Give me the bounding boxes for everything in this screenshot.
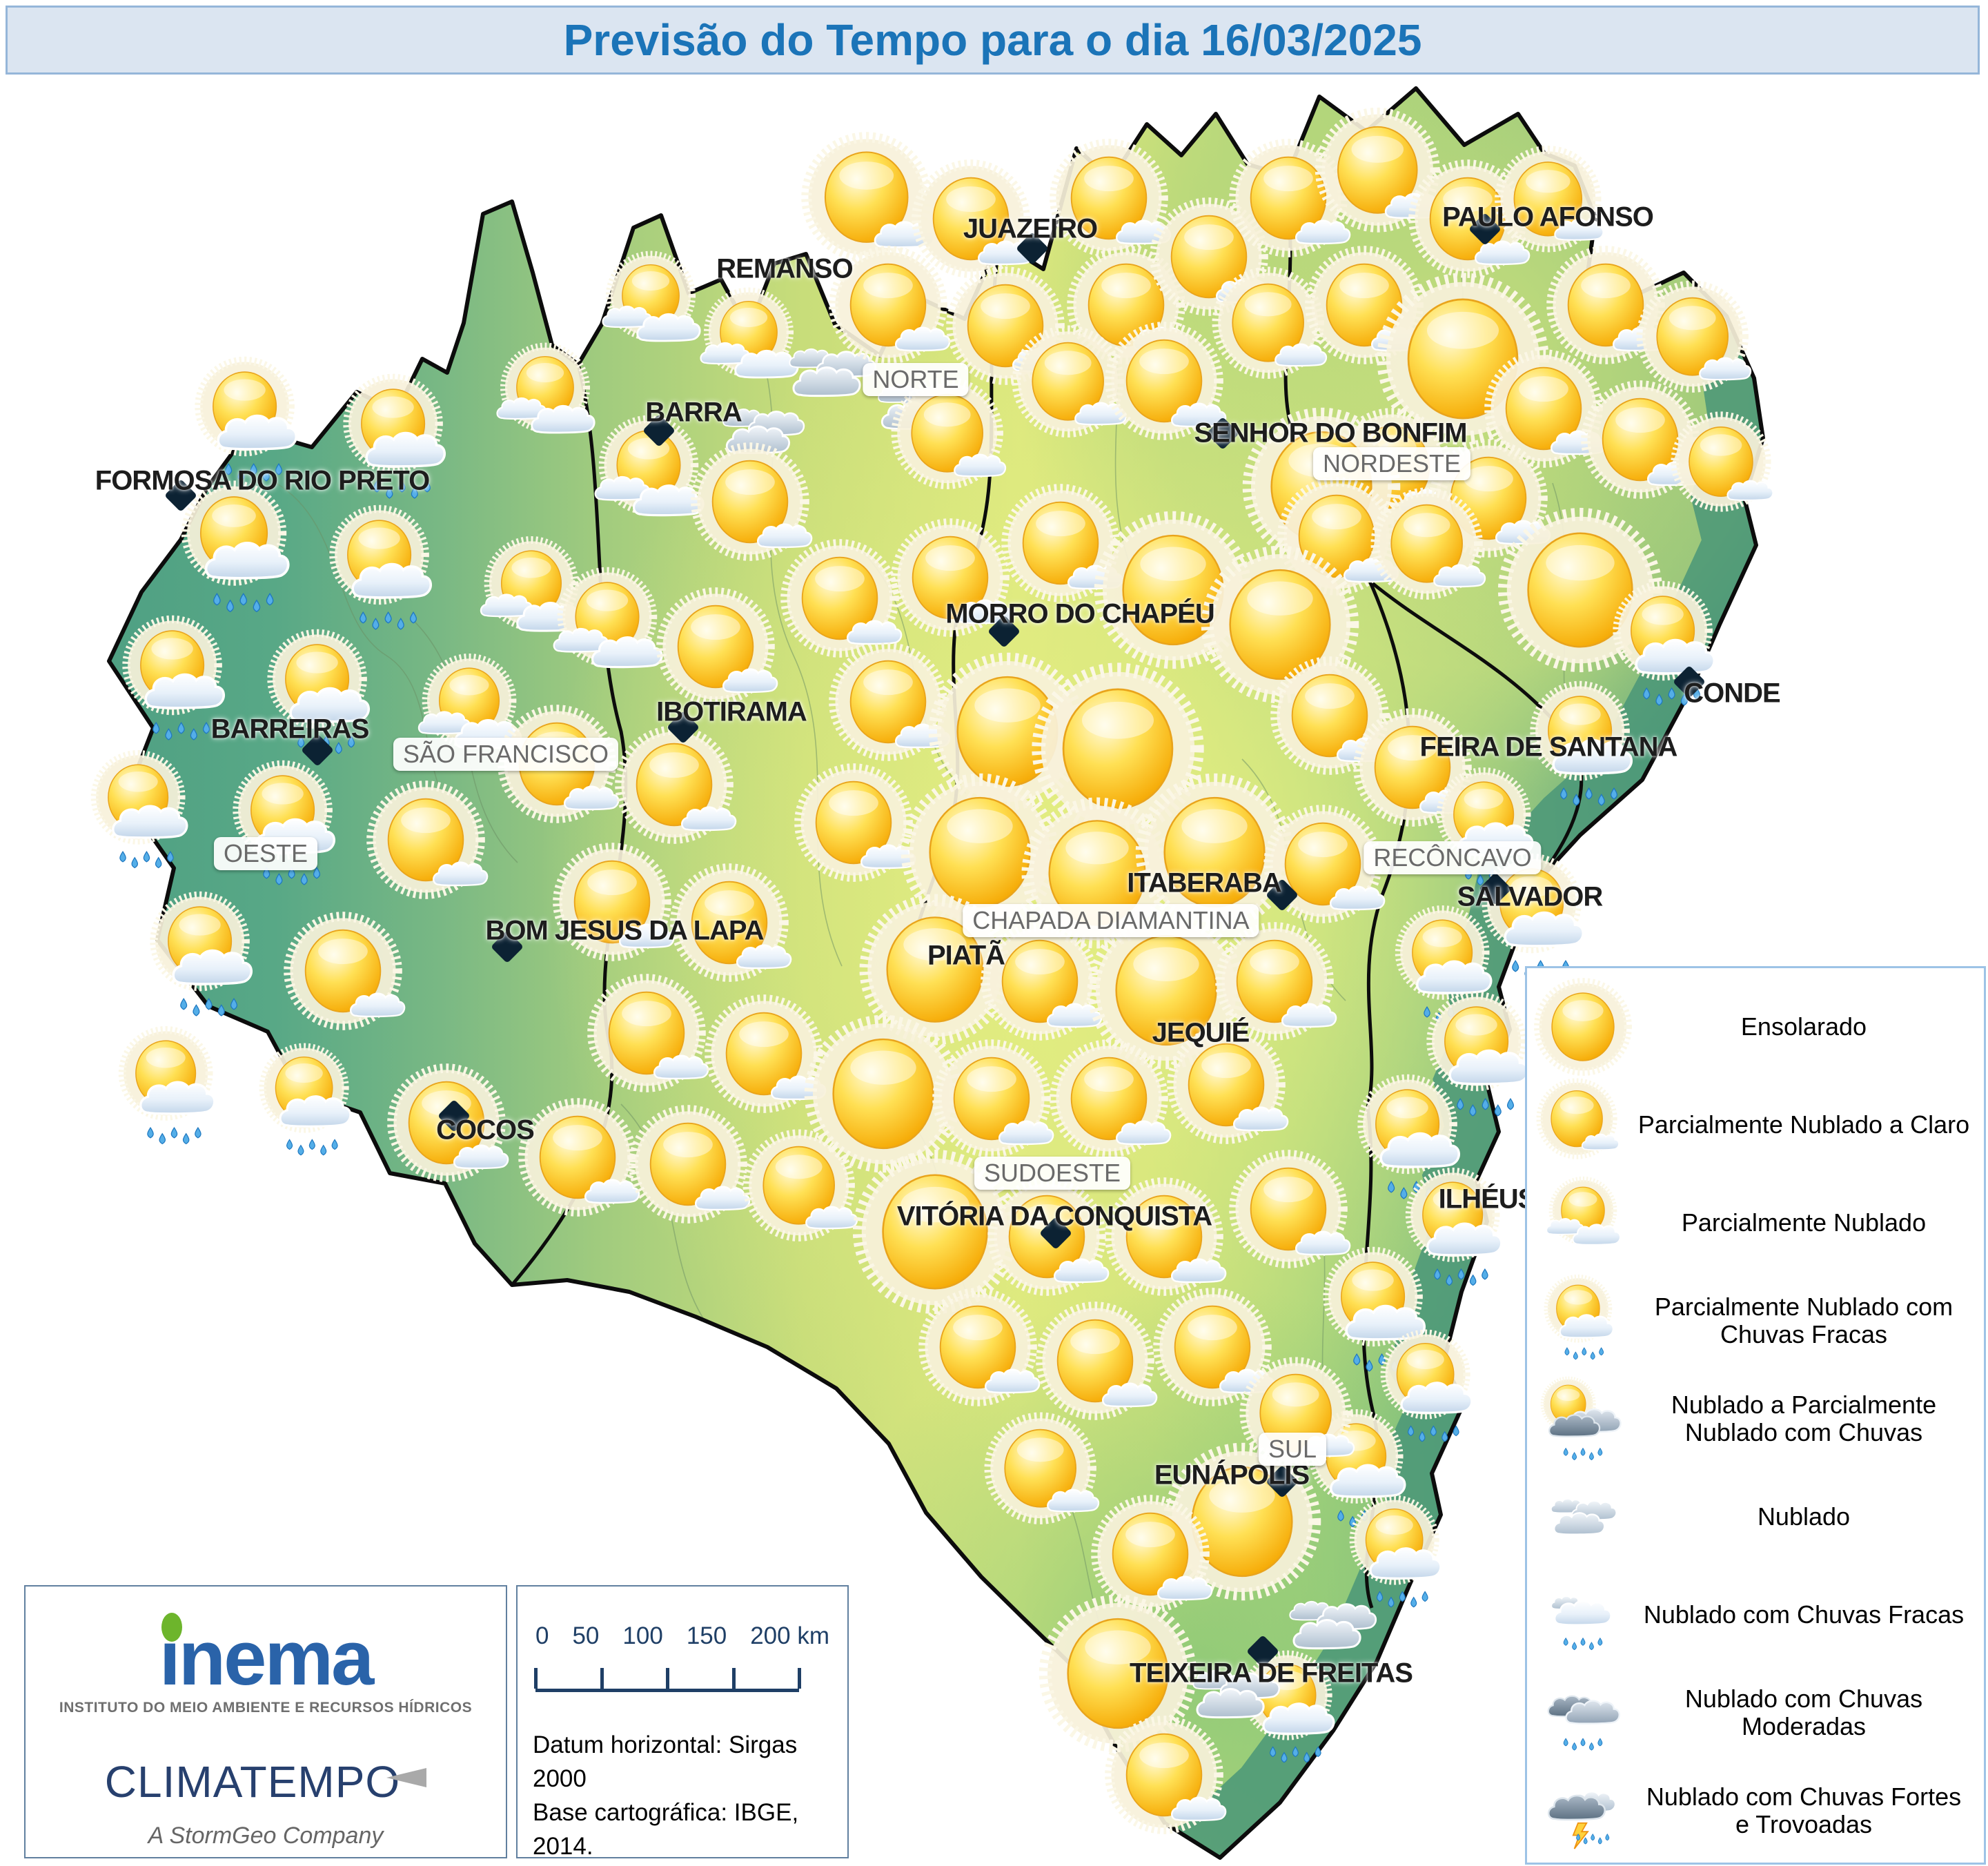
scale-tick-label: 150 <box>686 1622 727 1649</box>
climatempo-wordmark: CLIMATEMPO <box>104 1757 401 1807</box>
weather-icon-sun-cloud-rain <box>122 1030 215 1143</box>
legend-item: Nublado com Chuvas Fracas <box>1534 1566 1977 1664</box>
legend-item: Parcialmente Nublado com Chuvas Fracas <box>1534 1272 1977 1370</box>
legend-item: Parcialmente Nublado <box>1534 1174 1977 1272</box>
legend-icon-sun <box>1534 978 1632 1076</box>
scale-tick <box>798 1668 801 1689</box>
legend-item: Nublado com Chuvas Moderadas <box>1534 1664 1977 1762</box>
legend-item: Nublado a Parcialmente Nublado com Chuva… <box>1534 1370 1977 1468</box>
legend-item: Nublado <box>1534 1468 1977 1566</box>
scale-tick <box>731 1668 736 1689</box>
inema-logo: ınema INSTITUTO DO MEIO AMBIENTE E RECUR… <box>26 1613 506 1716</box>
datum-line-3: SEI, 2019. <box>533 1863 832 1866</box>
legend-icon-storm-cloud-lightning-rain <box>1534 1762 1632 1860</box>
scale-tick-label: 50 <box>572 1622 600 1649</box>
scale-tick-label: 100 <box>622 1622 663 1649</box>
legend-label: Parcialmente Nublado com Chuvas Fracas <box>1654 1292 1953 1348</box>
inema-brand-text: ınema <box>159 1615 375 1701</box>
legend-icon-sun-small-cloud <box>1534 1076 1632 1174</box>
legend-item: Nublado com Chuvas Fortes e Trovoadas <box>1534 1762 1977 1860</box>
datum-info: Datum horizontal: Sirgas 2000 Base carto… <box>533 1728 832 1866</box>
weather-icon-sun-small-cloud <box>916 164 1032 273</box>
scale-tick-labels: 0 50 100 150 200 km <box>535 1622 829 1650</box>
scale-tick <box>666 1668 669 1689</box>
legend-label: Ensolarado <box>1740 1012 1867 1041</box>
logos-box: ınema INSTITUTO DO MEIO AMBIENTE E RECUR… <box>24 1585 507 1858</box>
legend-item: Parcialmente Nublado a Claro <box>1534 1076 1977 1174</box>
legend-label: Parcialmente Nublado <box>1681 1208 1927 1237</box>
climatempo-logo: CLIMATEMPO A StormGeo Company <box>26 1756 506 1849</box>
legend-icon-sun-behind-clouds <box>1534 1174 1632 1272</box>
legend-icon-cloud-light-rain <box>1534 1566 1632 1664</box>
weather-icon-sun-small-cloud <box>834 251 949 360</box>
page-title: Previsão do Tempo para o dia 16/03/2025 <box>563 15 1422 65</box>
legend-label: Parcialmente Nublado a Claro <box>1637 1110 1970 1139</box>
scale-tick <box>534 1668 538 1689</box>
weather-legend: Ensolarado Parcialmente Nublado a Claro Pa… <box>1525 966 1986 1865</box>
datum-line-1: Datum horizontal: Sirgas 2000 <box>533 1731 798 1792</box>
legend-label: Nublado <box>1757 1502 1851 1531</box>
scale-tick-label: 200 km <box>750 1622 829 1649</box>
legend-item: Ensolarado <box>1534 978 1977 1076</box>
legend-icon-clouds <box>1534 1468 1632 1566</box>
climatempo-tagline: A StormGeo Company <box>148 1823 384 1849</box>
scale-bar: 0 50 100 150 200 km <box>534 1622 829 1692</box>
inema-wordmark: ınema <box>159 1613 374 1697</box>
legend-label: Nublado a Parcialmente Nublado com Chuva… <box>1671 1390 1937 1446</box>
weather-icon-sun-small-cloud <box>807 137 934 257</box>
scale-tick <box>600 1668 604 1689</box>
legend-icon-sun-dark-cloud-rain <box>1534 1370 1632 1468</box>
datum-line-2: Base cartográfica: IBGE, 2014. <box>533 1799 799 1860</box>
legend-icon-dark-cloud-rain <box>1534 1664 1632 1762</box>
legend-label: Nublado com Chuvas Fracas <box>1643 1600 1965 1629</box>
legend-label: Nublado com Chuvas Fortes e Trovoadas <box>1646 1782 1962 1838</box>
legend-icon-sun-cloud-rain <box>1534 1272 1632 1370</box>
scale-box: 0 50 100 150 200 km Datum horizontal: Sirgas… <box>516 1585 849 1860</box>
legend-label: Nublado com Chuvas Moderadas <box>1684 1684 1923 1740</box>
scale-line <box>534 1668 801 1692</box>
scale-tick-label: 0 <box>535 1622 549 1649</box>
climatempo-arrow-icon <box>386 1768 427 1787</box>
inema-green-dot-icon <box>161 1613 182 1642</box>
inema-tagline: INSTITUTO DO MEIO AMBIENTE E RECURSOS HÍ… <box>59 1700 473 1716</box>
title-bar: Previsão do Tempo para o dia 16/03/2025 <box>6 6 1980 75</box>
